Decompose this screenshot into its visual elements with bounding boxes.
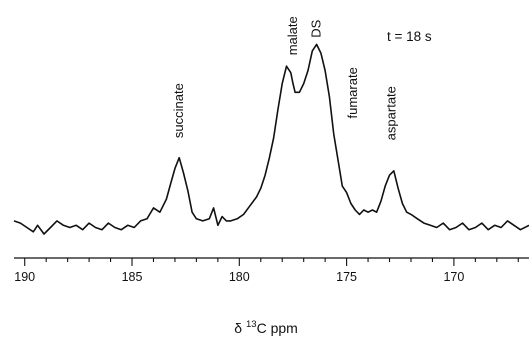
peak-label: succinate — [171, 83, 186, 138]
x-tick-label: 170 — [443, 270, 464, 284]
x-tick-label: 185 — [122, 270, 143, 284]
x-axis-title: δ 13C ppm — [234, 319, 298, 336]
peak-label: malate — [285, 16, 300, 55]
peak-labels: succinate malate DS fumarate aspartate — [171, 16, 399, 140]
spectrum-line — [13, 43, 529, 235]
peak-label: DS — [309, 19, 324, 37]
time-annotation: t = 18 s — [387, 29, 432, 44]
peak-label: aspartate — [384, 86, 399, 140]
x-tick-label: 180 — [229, 270, 250, 284]
x-tick-label: 190 — [14, 270, 35, 284]
x-axis-title-mass-number: 13 — [246, 319, 257, 330]
x-tick-label: 175 — [336, 270, 357, 284]
x-axis-title-rest: C ppm — [257, 320, 298, 336]
x-axis-ticks: 190 185 180 175 170 — [14, 258, 519, 284]
peak-label: fumarate — [345, 67, 360, 118]
x-axis-title-delta: δ — [234, 320, 242, 336]
